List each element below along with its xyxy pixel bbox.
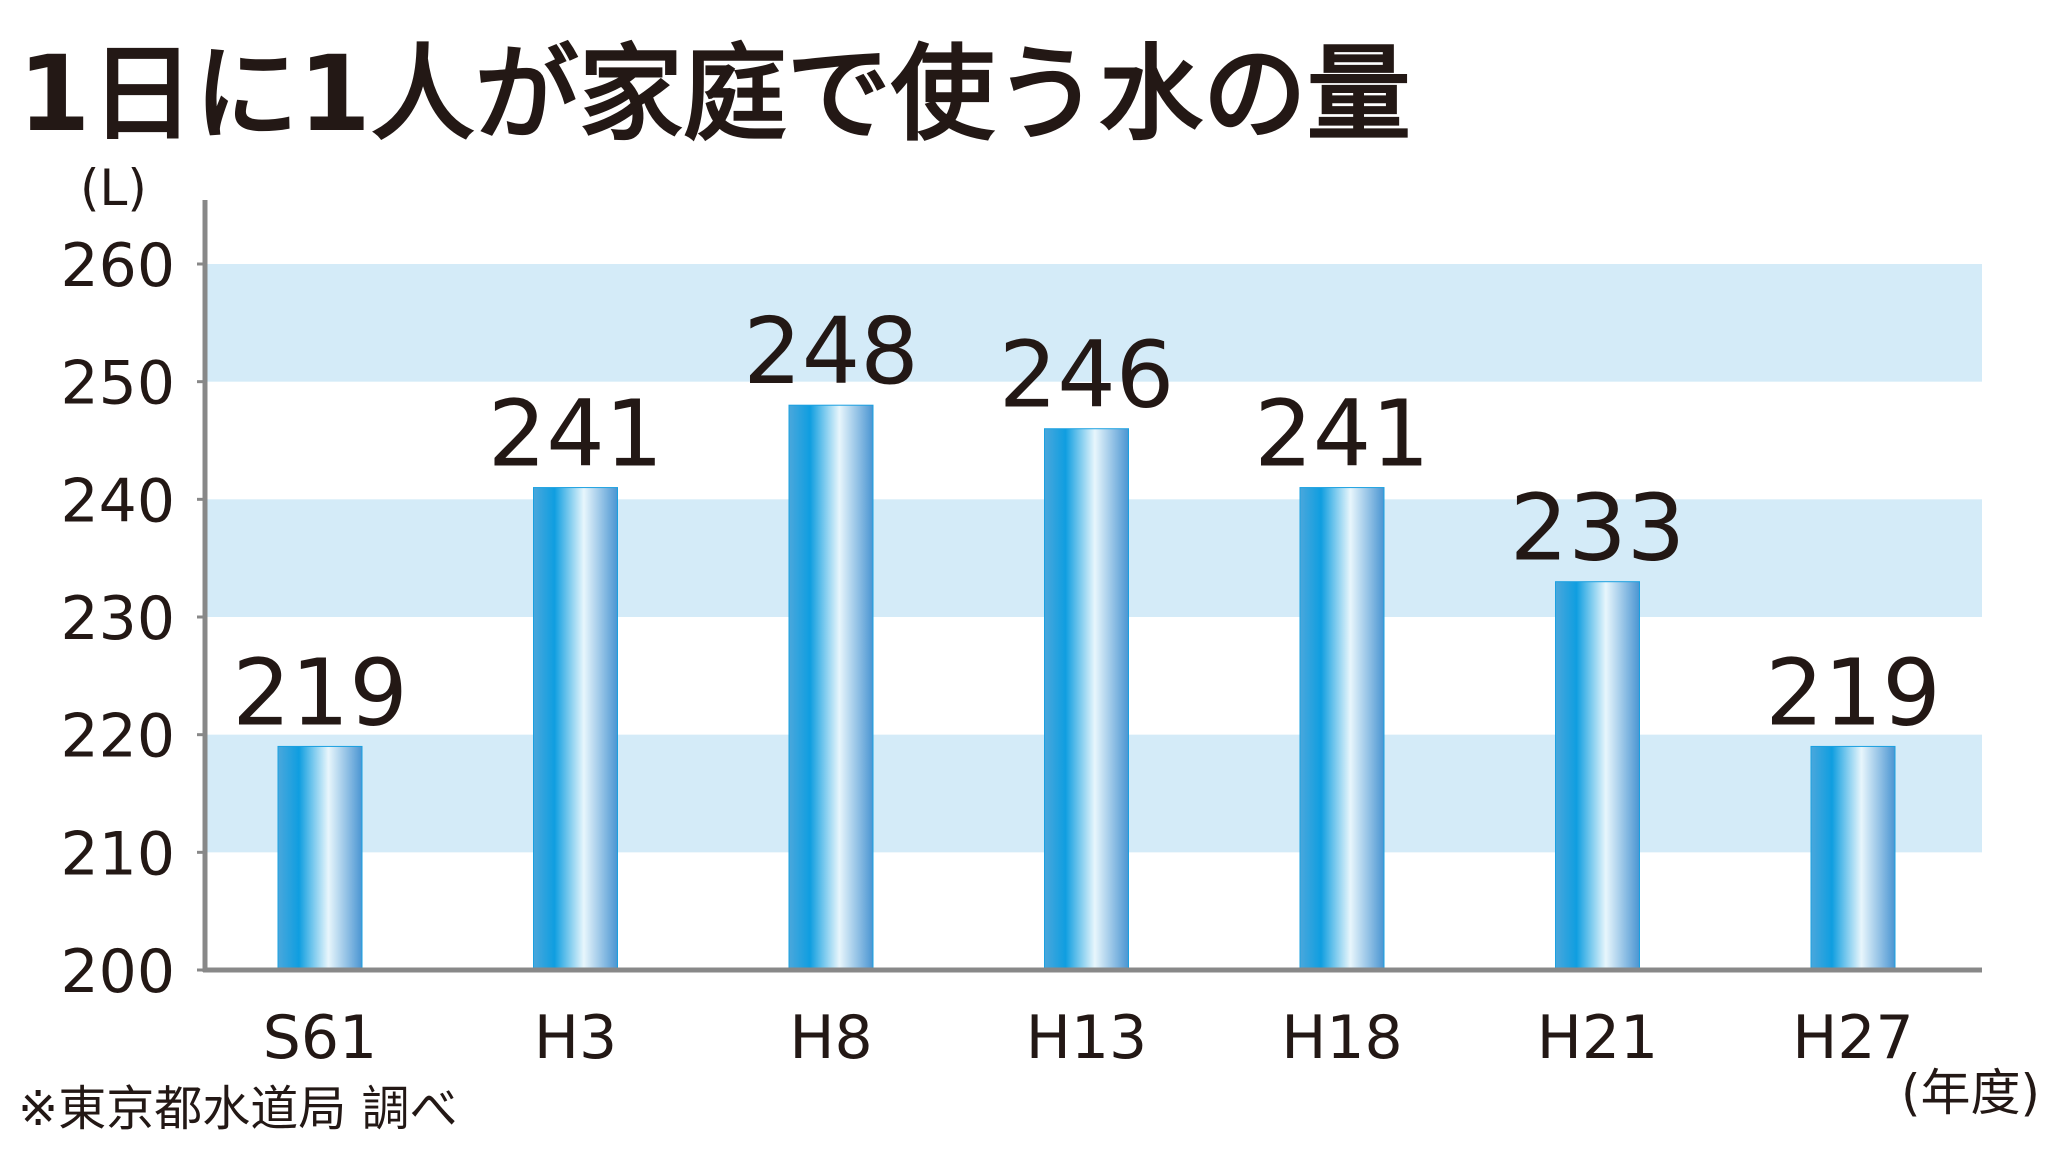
y-tick-label: 240: [60, 466, 175, 536]
x-tick-label: H3: [534, 1003, 617, 1073]
data-label: 241: [488, 381, 664, 488]
data-label: 219: [232, 639, 408, 746]
bar: [788, 404, 874, 971]
y-tick-label: 210: [60, 819, 175, 889]
bar: [533, 487, 618, 971]
x-tick-label: H21: [1537, 1003, 1658, 1073]
x-tick-label: H18: [1281, 1003, 1402, 1073]
data-label: 241: [1254, 381, 1430, 488]
x-tick-label: H27: [1792, 1003, 1913, 1073]
data-label: 248: [743, 298, 919, 405]
y-tick-label: 230: [60, 584, 175, 654]
x-axis-label: (年度): [1901, 1064, 2040, 1122]
x-tick-label: H13: [1026, 1003, 1147, 1073]
data-label: 246: [999, 322, 1175, 429]
y-axis-label: (L): [80, 159, 147, 217]
data-label: 233: [1510, 475, 1686, 582]
source-note: ※東京都水道局 調べ: [18, 1081, 457, 1137]
bar: [277, 745, 363, 971]
data-label: 219: [1765, 639, 1941, 746]
bar: [1555, 581, 1640, 971]
chart-title: 1日に1人が家庭で使う水の量: [18, 33, 1411, 155]
bar: [1299, 487, 1385, 971]
x-tick-label: H8: [789, 1003, 872, 1073]
y-tick-label: 250: [60, 349, 175, 419]
bar: [1044, 428, 1129, 971]
y-tick-label: 260: [60, 231, 175, 301]
bar: [1810, 745, 1896, 971]
y-tick-label: 220: [60, 702, 175, 772]
y-tick-label: 200: [60, 937, 175, 1007]
grid-band: [205, 264, 1982, 382]
x-tick-label: S61: [263, 1003, 377, 1073]
